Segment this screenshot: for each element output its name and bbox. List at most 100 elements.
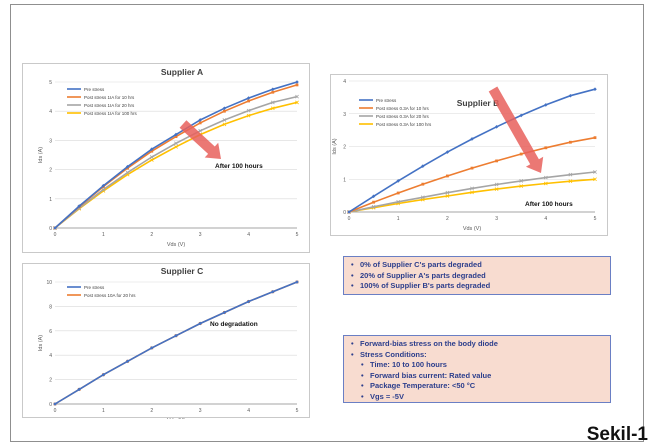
data-point	[295, 280, 299, 284]
data-point	[150, 149, 154, 153]
figure-label: Sekil-1	[586, 424, 648, 445]
conditions-label: Stress Conditions:	[350, 350, 604, 361]
legend-label: Pre stress	[376, 98, 397, 103]
y-tick-label: 4	[49, 109, 52, 115]
x-tick-label: 2	[150, 408, 153, 414]
summary-item: 20% of Supplier A's parts degraded	[350, 271, 604, 282]
chart-panel-supplier-b: 0 1 2 3 4 0 1 2 3 4 5 Vds (V) Ids (A) Supplier B Pre s…	[330, 74, 608, 236]
condition-item: Vgs = -5V	[350, 392, 604, 403]
data-point	[198, 118, 202, 122]
data-point	[470, 166, 474, 170]
data-point	[222, 310, 227, 315]
chart-supplier-b: 0 1 2 3 4 0 1 2 3 4 5 Vds (V) Ids (A) Supplier B Pre s…	[332, 79, 597, 232]
data-point	[593, 177, 597, 182]
x-axis-label: Vds (V)	[167, 242, 186, 248]
data-point	[53, 226, 57, 230]
data-point	[593, 136, 597, 140]
y-tick-label: 2	[49, 378, 52, 384]
data-point	[543, 181, 548, 186]
data-point	[445, 194, 450, 198]
data-point	[222, 118, 227, 122]
data-point	[222, 106, 227, 111]
data-point	[421, 182, 425, 186]
condition-item: Time: 10 to 100 hours	[350, 360, 604, 371]
degradation-arrow	[488, 86, 544, 173]
degradation-arrow	[179, 120, 221, 159]
legend-label: Post stress 0.3A for 10 hrs	[376, 106, 430, 111]
y-tick-label: 10	[46, 280, 52, 286]
data-point	[568, 93, 573, 98]
data-point	[246, 108, 251, 113]
data-point	[295, 94, 299, 99]
y-axis-label: Ids (A)	[38, 335, 44, 351]
data-point	[347, 210, 351, 214]
y-tick-label: 0	[49, 402, 52, 408]
data-point	[396, 199, 401, 204]
data-point	[519, 152, 523, 156]
x-tick-label: 3	[495, 216, 498, 222]
legend-label: Post stress 1IA for 100 hrs	[84, 111, 138, 116]
data-point	[77, 204, 81, 208]
data-point	[246, 113, 251, 118]
x-tick-label: 1	[397, 216, 400, 222]
legend-label: Post stress 10A for 20 hrs	[84, 293, 136, 298]
data-point	[223, 109, 226, 113]
data-point	[125, 170, 130, 175]
data-point	[372, 200, 375, 204]
legend-label: Post stress 0.3A for 100 hrs	[376, 122, 432, 127]
data-point	[494, 187, 499, 191]
x-tick-label: 1	[102, 408, 105, 414]
x-tick-label: 0	[54, 408, 57, 414]
data-point	[271, 289, 275, 294]
data-point	[101, 372, 106, 377]
data-point	[295, 100, 299, 105]
data-point	[295, 80, 299, 84]
y-tick-label: 2	[49, 168, 52, 174]
data-point	[198, 121, 202, 125]
condition-item: Forward bias current: Rated value	[350, 371, 604, 382]
data-point	[396, 191, 400, 195]
data-point	[519, 184, 524, 189]
y-axis-label: Ids (A)	[38, 147, 44, 163]
x-tick-label: 3	[199, 232, 202, 238]
y-tick-label: 0	[49, 226, 52, 232]
data-point	[53, 402, 57, 406]
legend-label: Pre stress	[84, 285, 105, 290]
data-point	[420, 195, 425, 200]
x-tick-label: 3	[199, 408, 202, 414]
data-point	[149, 158, 154, 162]
x-tick-label: 2	[446, 216, 449, 222]
conditions-title: Forward-bias stress on the body diode	[350, 339, 604, 350]
x-tick-label: 4	[247, 232, 250, 238]
y-tick-label: 3	[49, 138, 52, 144]
data-point	[101, 183, 106, 188]
chart-panel-supplier-a: 0 1 2 3 4 5 0 1 2 3 4 5 Vds (V) Ids (A) Supplier A Pre …	[22, 63, 310, 253]
x-axis-label: Vds (V)	[463, 226, 482, 232]
y-tick-label: 4	[49, 353, 52, 359]
data-point	[569, 140, 572, 144]
y-tick-label: 3	[343, 112, 346, 118]
data-point	[494, 182, 499, 187]
data-point	[174, 141, 178, 146]
data-point	[445, 190, 450, 195]
y-tick-label: 1	[49, 197, 52, 203]
data-point	[544, 146, 548, 150]
data-point	[295, 83, 299, 87]
data-point	[247, 99, 250, 103]
legend-label: Post stress 0.3A for 20 hrs	[376, 114, 430, 119]
chart-title: Supplier B	[457, 98, 500, 108]
y-tick-label: 4	[343, 79, 346, 85]
y-tick-label: 8	[49, 304, 52, 310]
legend-label: Post stress 1IA for 10 hrs	[84, 95, 135, 100]
x-tick-label: 4	[247, 408, 250, 414]
data-point	[568, 179, 573, 184]
summary-item: 100% of Supplier B's parts degraded	[350, 281, 604, 292]
data-point	[271, 87, 275, 92]
chart-title: Supplier C	[161, 266, 204, 276]
data-point	[446, 174, 449, 178]
data-point	[593, 170, 597, 174]
y-tick-label: 5	[49, 80, 52, 86]
degradation-summary-box: 0% of Supplier C's parts degraded 20% of…	[343, 256, 611, 295]
data-point	[246, 96, 251, 100]
data-point	[519, 113, 523, 118]
